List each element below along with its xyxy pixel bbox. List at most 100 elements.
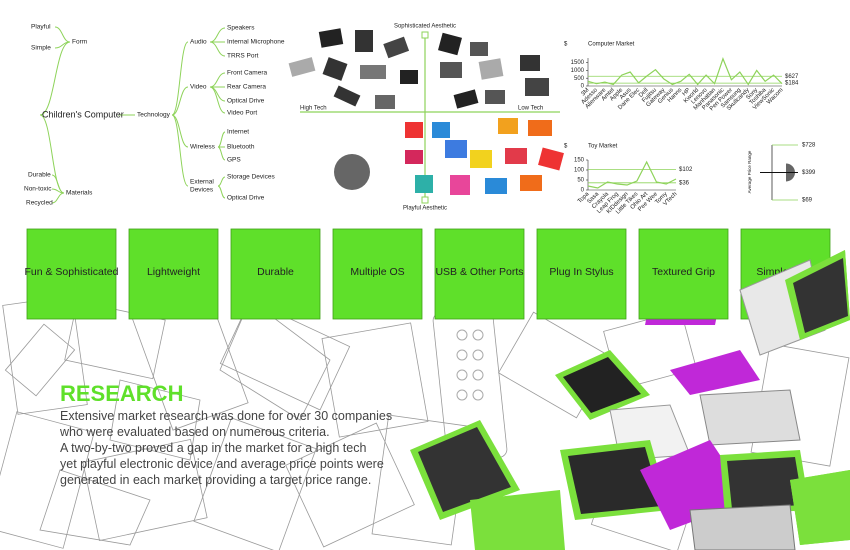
connector — [51, 188, 65, 194]
market-charts: Computer Market$050010001500$184$6273MAd… — [564, 42, 816, 216]
axis-label-left: High Tech — [300, 106, 327, 112]
paragraph-line: Extensive market research was done for o… — [60, 409, 392, 423]
paragraph-line: yet playful electronic device and averag… — [60, 457, 384, 471]
connector — [171, 114, 189, 148]
y-tick-label: 500 — [574, 76, 585, 82]
chart-title: Computer Market — [588, 42, 635, 48]
tablet-renders — [739, 250, 850, 545]
feature-box — [638, 228, 729, 320]
axis-label-right: Low Tech — [518, 106, 543, 112]
reference-label: $36 — [679, 180, 690, 186]
chart-title: Toy Market — [588, 144, 618, 150]
paragraph-line: A two-by-two proved a gap in the market … — [60, 441, 366, 455]
y-tick-label: 1500 — [571, 60, 585, 66]
reference-label: $627 — [785, 74, 799, 80]
y-tick-label: 50 — [577, 178, 584, 184]
leaf-node: Internet — [227, 129, 249, 136]
leaf-node: Speakers — [227, 25, 255, 32]
axis-label-bottom: Playful Aesthetic — [403, 206, 447, 212]
mindmap: Children's Computer Form Playful Simple … — [24, 24, 285, 207]
product-images — [288, 28, 564, 195]
leaf-node: Optical Drive — [227, 195, 265, 202]
range-label: $69 — [802, 198, 813, 204]
connector — [171, 86, 189, 116]
research-paragraph: Extensive market research was done for o… — [59, 409, 392, 487]
leaf-node: Recycled — [26, 200, 53, 207]
leaf-node: GPS — [227, 157, 241, 164]
connector — [39, 114, 65, 194]
feature-box — [536, 228, 627, 320]
branch-node: Technology — [137, 112, 171, 119]
feature-box — [26, 228, 117, 320]
y-axis-label: $ — [564, 144, 568, 150]
feature-label: Plug In Stylus — [549, 266, 613, 278]
leaf-node: Durable — [28, 172, 51, 179]
connector — [171, 41, 189, 116]
axis-label-top: Sophisticated Aesthetic — [394, 24, 456, 30]
connector — [217, 176, 226, 187]
data-line — [587, 57, 783, 86]
leaf-node: Playful — [31, 24, 51, 31]
reference-label: $184 — [785, 81, 799, 87]
connector — [209, 86, 226, 114]
y-tick-label: 100 — [574, 168, 585, 174]
connector — [171, 114, 189, 187]
y-axis-label: Average Price Range — [747, 150, 752, 193]
leaf-node: Internal Microphone — [227, 39, 285, 46]
branch-node: Materials — [66, 190, 93, 197]
x-tick-label: Dell — [638, 87, 650, 99]
connector — [51, 174, 65, 194]
feature-label: Lightweight — [147, 266, 200, 278]
feature-label: Fun & Sophisticated — [25, 266, 119, 278]
leaf-node: Optical Drive — [227, 98, 265, 105]
connector — [217, 131, 226, 148]
connector — [39, 41, 71, 116]
y-tick-label: 0 — [581, 188, 585, 194]
branch-node: Form — [72, 39, 87, 46]
leaf-node: TRRS Port — [227, 53, 259, 60]
target-label: $399 — [802, 170, 816, 176]
leaf-node: Rear Camera — [227, 84, 266, 91]
connector — [209, 72, 226, 88]
group-node: Video — [190, 84, 207, 91]
group-node: Devices — [190, 187, 214, 194]
connector — [51, 192, 65, 204]
feature-label: Multiple OS — [350, 266, 404, 278]
group-node: Wireless — [190, 144, 216, 151]
connector — [209, 27, 226, 43]
y-axis-label: $ — [564, 42, 568, 48]
leaf-node: Simple — [31, 45, 51, 52]
two-by-two: Sophisticated Aesthetic Playful Aestheti… — [288, 24, 564, 212]
group-node: External — [190, 179, 214, 186]
leaf-node: Non-toxic — [24, 186, 52, 193]
leaf-node: Storage Devices — [227, 174, 275, 181]
leaf-node: Bluetooth — [227, 144, 255, 151]
connector — [54, 26, 71, 43]
root-node: Children's Computer — [42, 109, 124, 119]
connector — [209, 41, 226, 57]
range-label: $728 — [802, 143, 816, 149]
feature-label: Textured Grip — [652, 266, 715, 278]
y-tick-label: 1000 — [571, 68, 585, 74]
feature-box — [434, 228, 525, 320]
y-tick-label: 0 — [581, 84, 585, 90]
section-heading: RESEARCH — [60, 381, 183, 406]
connector — [217, 146, 226, 161]
feature-label: Durable — [257, 266, 294, 278]
feature-box — [332, 228, 423, 320]
paragraph-line: generated in each market providing a tar… — [60, 473, 371, 487]
y-tick-label: 150 — [574, 158, 585, 164]
group-node: Audio — [190, 39, 207, 46]
leaf-node: Video Port — [227, 110, 257, 117]
reference-label: $102 — [679, 167, 693, 173]
paragraph-line: who were evaluated based on numerous cri… — [59, 425, 330, 439]
data-line — [587, 160, 677, 189]
feature-boxes: Fun & Sophisticated Lightweight Durable Mul… — [25, 228, 831, 320]
feature-box — [128, 228, 219, 320]
feature-box — [230, 228, 321, 320]
x-tick-label: 3M — [580, 87, 590, 97]
feature-label: USB & Other Ports — [435, 266, 523, 278]
connector — [217, 185, 226, 199]
x-tick-label: HP — [682, 87, 692, 97]
